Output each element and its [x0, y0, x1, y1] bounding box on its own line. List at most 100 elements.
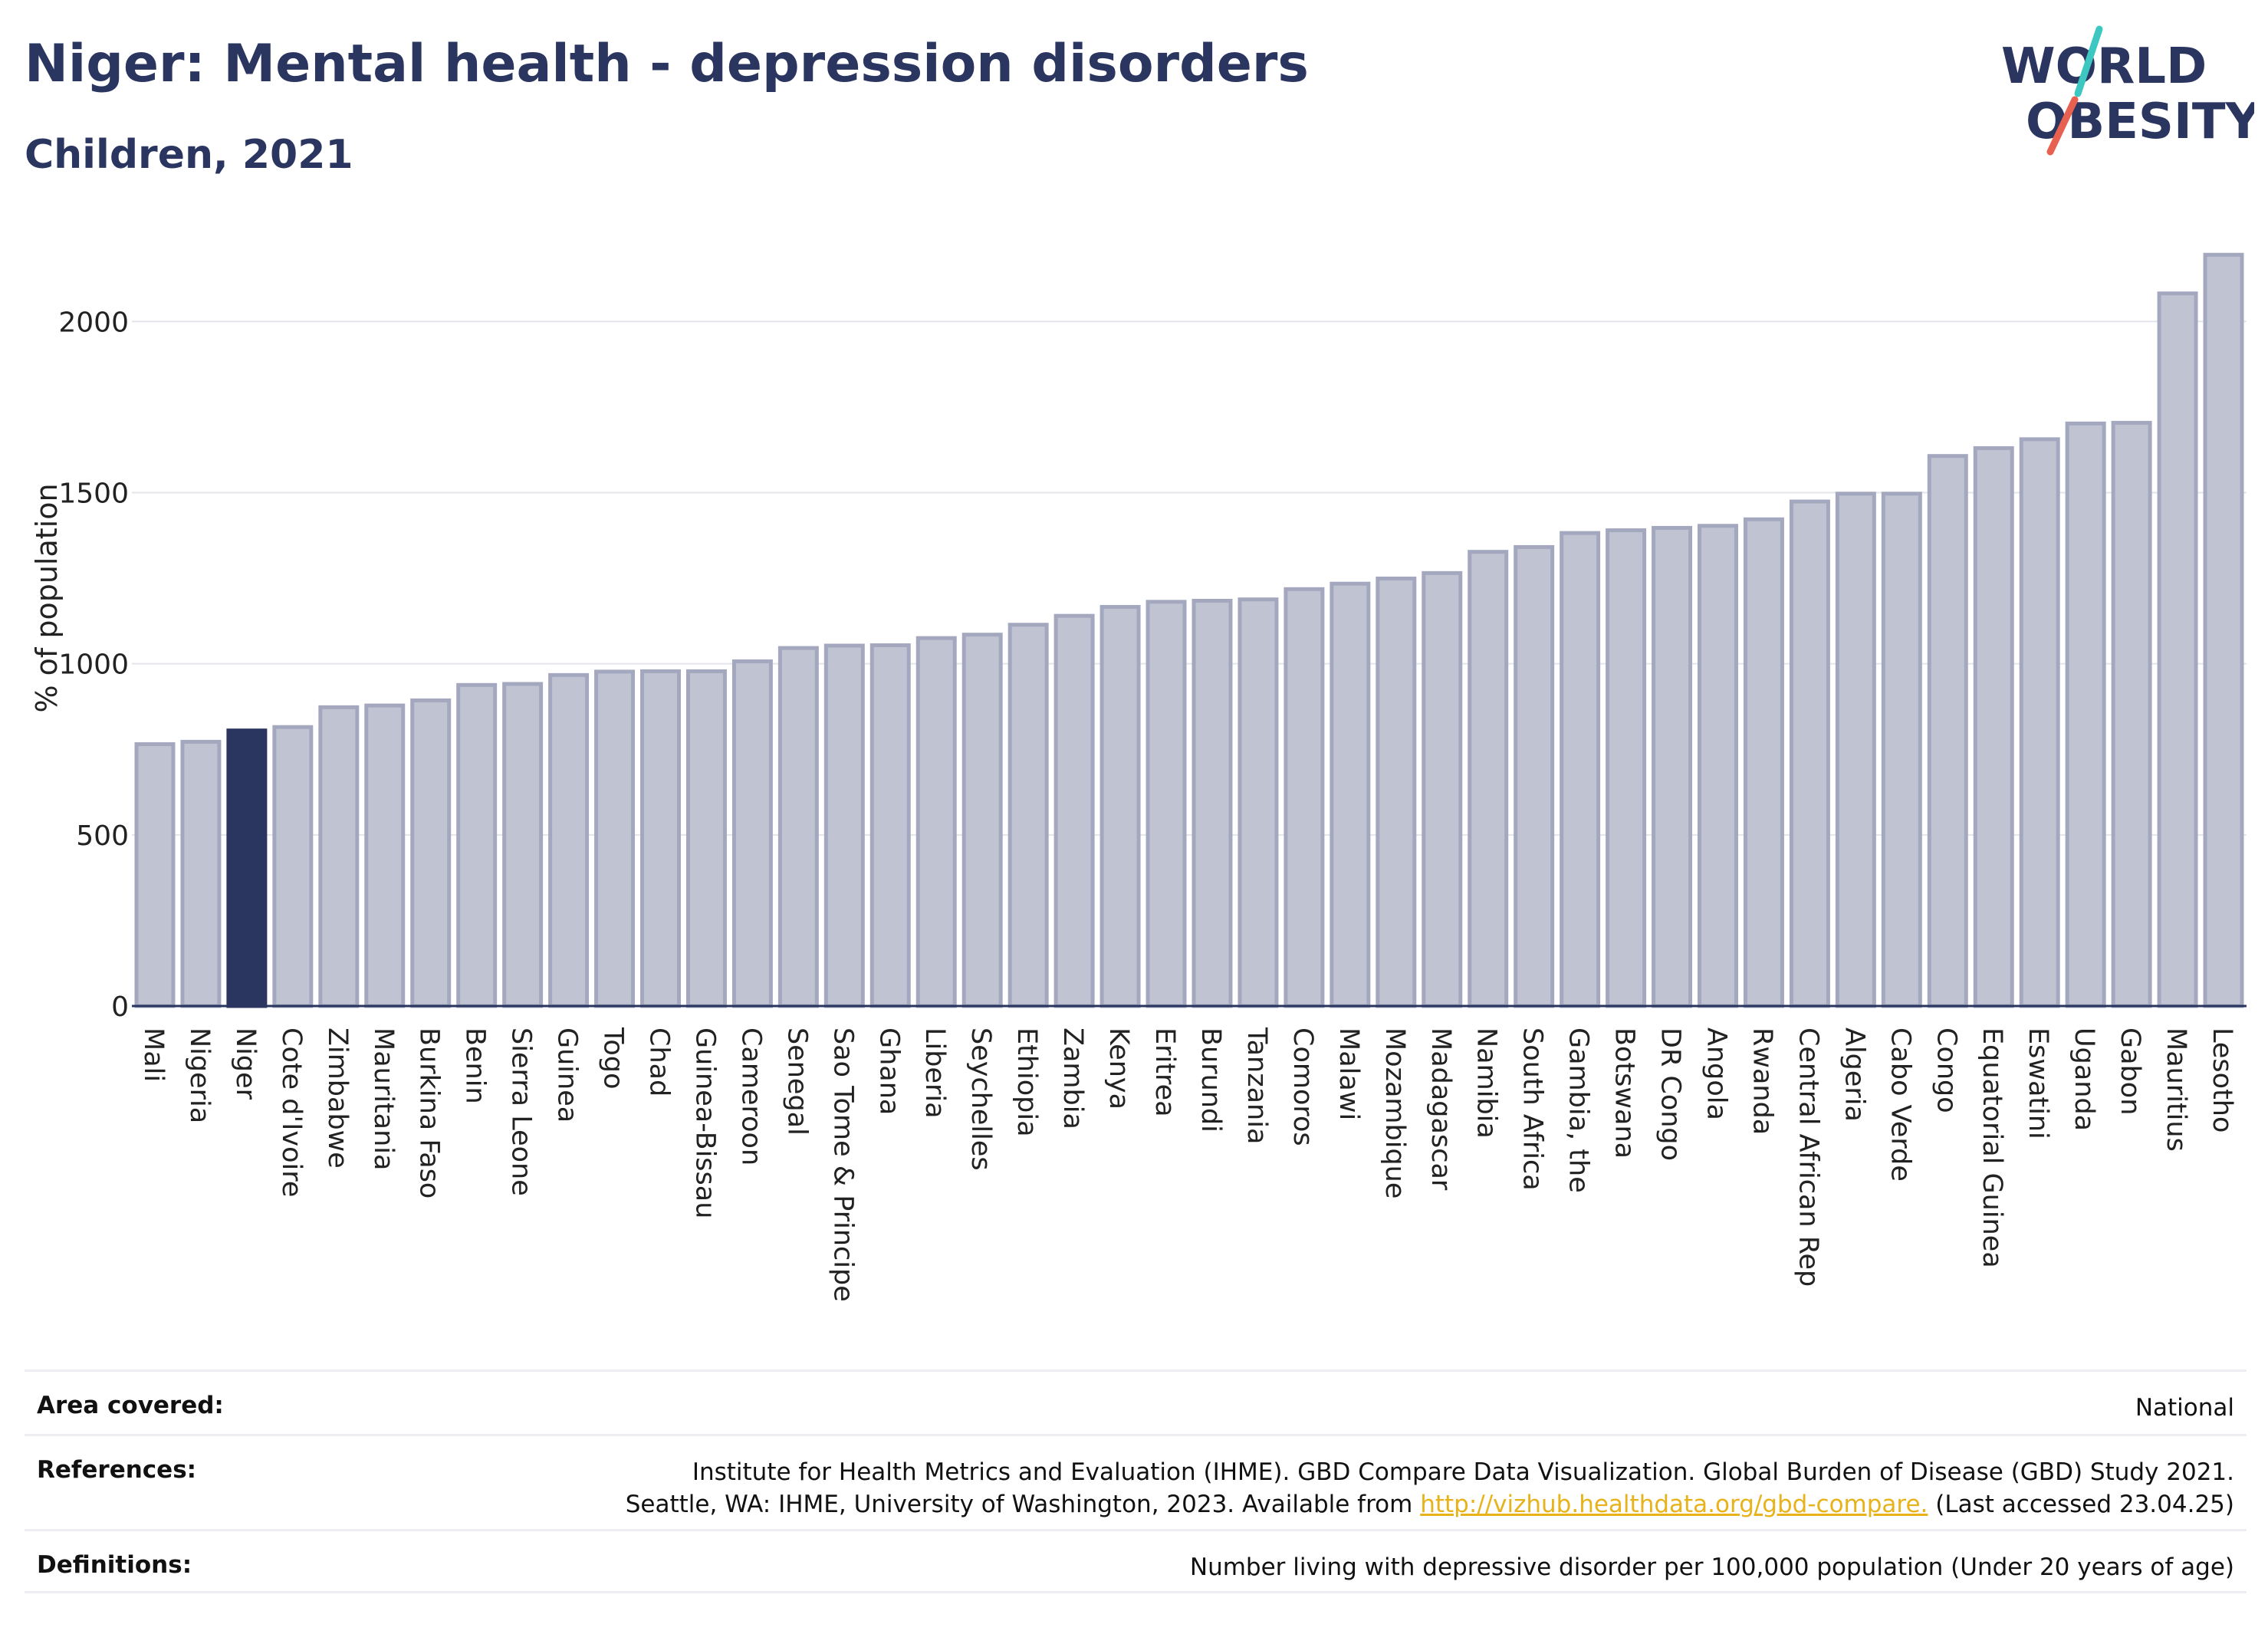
- y-tick-label: 500: [76, 820, 129, 852]
- references-line2-post: (Last accessed 23.04.25): [1928, 1491, 2234, 1518]
- x-tick-label: Madagascar: [1425, 1027, 1456, 1191]
- x-tick-label: Botswana: [1609, 1027, 1640, 1159]
- x-tick-label: Chad: [644, 1027, 675, 1096]
- references-line2-pre: Seattle, WA: IHME, University of Washing…: [625, 1491, 1421, 1518]
- bar: [2203, 252, 2244, 1008]
- x-tick-label: Mali: [138, 1027, 169, 1082]
- bar: [2157, 291, 2198, 1008]
- bar: [640, 669, 681, 1008]
- x-tick-label: Nigeria: [184, 1027, 215, 1123]
- bars: [132, 252, 2247, 1008]
- x-tick-label: Burundi: [1195, 1027, 1226, 1133]
- bar: [1284, 587, 1325, 1008]
- y-tick-label: 0: [111, 991, 129, 1023]
- y-tick-label: 1000: [58, 649, 129, 681]
- x-tick-label: Uganda: [2069, 1027, 2099, 1131]
- logo-line1: WORLD: [2001, 38, 2207, 95]
- logo-slash-teal: [2074, 25, 2103, 97]
- y-tick-labels: 0 500 1000 1500 2000: [58, 307, 129, 1023]
- bar: [823, 643, 865, 1008]
- x-tick-label: Tanzania: [1241, 1027, 1272, 1144]
- x-tick-label: Malawi: [1333, 1027, 1364, 1120]
- y-axis-label: % of population: [30, 483, 64, 712]
- bar: [2065, 421, 2106, 1008]
- bar: [364, 703, 406, 1008]
- x-tick-label: Sierra Leone: [506, 1027, 537, 1196]
- bar: [1192, 599, 1233, 1008]
- x-tick-label: Mozambique: [1379, 1027, 1410, 1198]
- references-value: Institute for Health Metrics and Evaluat…: [626, 1456, 2234, 1521]
- x-tick-labels: Mali Nigeria Niger Cote d'Ivoire Zimbabwe Mau…: [138, 1027, 2237, 1302]
- bar: [1835, 492, 1876, 1008]
- bar: [1606, 528, 1647, 1008]
- x-tick-label: Namibia: [1471, 1027, 1502, 1139]
- bar: [1053, 613, 1095, 1008]
- x-tick-label: Angola: [1701, 1027, 1732, 1120]
- x-tick-label: Guinea: [552, 1027, 583, 1123]
- chart-title: Niger: Mental health - depression disord…: [25, 34, 1309, 94]
- x-tick-label: Burkina Faso: [414, 1027, 445, 1198]
- x-tick-label: Algeria: [1839, 1027, 1869, 1122]
- bar: [1652, 525, 1693, 1008]
- x-tick-label: Benin: [460, 1027, 491, 1104]
- bar: [961, 633, 1003, 1008]
- x-tick-label: Sao Tome & Principe: [827, 1027, 858, 1302]
- x-tick-label: Zambia: [1057, 1027, 1088, 1129]
- x-tick-label: Cabo Verde: [1885, 1027, 1915, 1182]
- x-tick-label: Niger: [230, 1027, 261, 1100]
- bar: [1881, 492, 1922, 1008]
- bar: [777, 646, 819, 1008]
- bar: [685, 669, 727, 1008]
- x-tick-label: Comoros: [1287, 1027, 1318, 1146]
- bar: [502, 682, 544, 1008]
- x-tick-label: Eswatini: [2023, 1027, 2053, 1139]
- bar: [548, 672, 590, 1008]
- x-tick-label: Ghana: [873, 1027, 904, 1115]
- y-tick-label: 1500: [58, 478, 129, 509]
- x-tick-label: Rwanda: [1747, 1027, 1777, 1135]
- bar: [180, 739, 222, 1008]
- x-tick-label: Zimbabwe: [322, 1027, 353, 1169]
- definitions-value: Number living with depressive disorder p…: [1189, 1553, 2234, 1581]
- x-tick-label: DR Congo: [1655, 1027, 1686, 1161]
- world-obesity-logo: WORLD OBESITY: [2001, 25, 2254, 156]
- footer-table: Area covered: National References: Insti…: [25, 1369, 2247, 1593]
- footer-row-references: References: Institute for Health Metrics…: [25, 1434, 2247, 1529]
- footer-row-area: Area covered: National: [25, 1369, 2247, 1434]
- bar: [731, 659, 773, 1008]
- bar: [134, 742, 176, 1008]
- definitions-label: Definitions:: [37, 1551, 192, 1579]
- x-tick-label: Guinea-Bissau: [689, 1027, 720, 1218]
- bar: [1099, 605, 1141, 1008]
- bar: [410, 698, 452, 1008]
- y-tick-label: 2000: [58, 307, 129, 338]
- bar: [272, 725, 314, 1008]
- bar: [1468, 550, 1509, 1008]
- x-tick-label: Lesotho: [2207, 1027, 2237, 1133]
- bar: [1330, 581, 1371, 1008]
- bar: [456, 682, 498, 1008]
- logo-slash-red: [2046, 96, 2079, 156]
- footer-row-definitions: Definitions: Number living with depressi…: [25, 1529, 2247, 1593]
- x-tick-label: Eritrea: [1149, 1027, 1180, 1117]
- x-tick-label: Mauritania: [368, 1027, 399, 1170]
- x-tick-label: Ethiopia: [1011, 1027, 1042, 1137]
- bar-chart: 0 500 1000 1500 2000 Mali Nigeria Niger Cote d'…: [30, 252, 2247, 1302]
- bar: [594, 669, 636, 1008]
- bar: [1146, 600, 1187, 1008]
- bar: [1973, 445, 2014, 1008]
- bar: [915, 636, 957, 1008]
- x-tick-label: Kenya: [1103, 1027, 1134, 1110]
- bar: [1698, 524, 1738, 1008]
- references-label: References:: [37, 1456, 197, 1484]
- bar: [318, 705, 360, 1008]
- area-covered-value: National: [2135, 1394, 2234, 1422]
- references-link[interactable]: http://vizhub.healthdata.org/gbd-compare…: [1420, 1491, 1928, 1518]
- x-tick-label: Senegal: [781, 1027, 812, 1136]
- x-tick-label: Equatorial Guinea: [1977, 1027, 2007, 1268]
- bar: [1514, 544, 1555, 1008]
- x-tick-label: Seychelles: [965, 1027, 996, 1171]
- bar-highlight: [226, 728, 268, 1008]
- bar: [1927, 454, 1968, 1008]
- bar: [1789, 499, 1830, 1008]
